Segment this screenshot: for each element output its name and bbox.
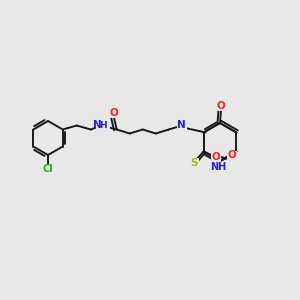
Text: O: O: [228, 150, 236, 160]
Bar: [177, 121, 187, 130]
Text: O: O: [211, 152, 220, 163]
Bar: [227, 151, 237, 160]
Bar: [41, 164, 55, 173]
Bar: [188, 158, 199, 167]
Text: NH: NH: [210, 162, 226, 172]
Text: S: S: [190, 158, 197, 167]
Bar: [216, 103, 226, 111]
Text: O: O: [217, 101, 225, 111]
Bar: [109, 110, 119, 118]
Bar: [96, 121, 110, 130]
Bar: [212, 163, 228, 172]
Text: N: N: [177, 121, 186, 130]
Bar: [211, 153, 220, 162]
Text: H: H: [99, 121, 106, 130]
Text: Cl: Cl: [43, 164, 53, 174]
Text: N: N: [93, 119, 102, 130]
Text: O: O: [109, 107, 118, 118]
